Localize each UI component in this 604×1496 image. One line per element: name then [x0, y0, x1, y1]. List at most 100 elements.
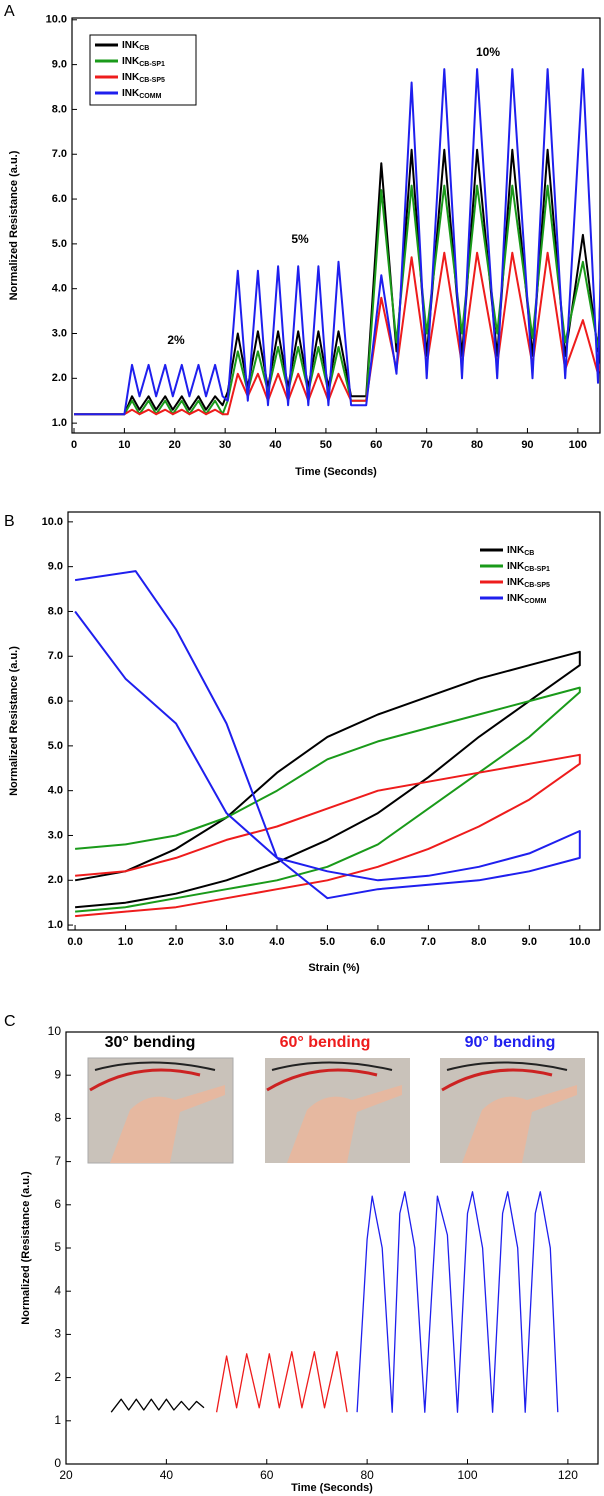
y-tick-label: 10.0	[42, 516, 63, 528]
legend-label: 30° bending	[105, 1034, 196, 1051]
x-tick-label: 30	[219, 439, 231, 451]
panel-letter: C	[4, 1013, 16, 1030]
x-tick-label: 1.0	[118, 936, 133, 948]
legend-name: INK	[507, 545, 525, 556]
x-tick-label: 2.0	[168, 936, 183, 948]
legend-name: INK	[507, 561, 525, 572]
legend-subscript: CB	[524, 550, 534, 557]
x-tick-label: 60	[260, 1468, 274, 1482]
y-tick-label: 8	[54, 1111, 61, 1125]
y-tick-label: 10	[48, 1024, 62, 1038]
x-tick-label: 100	[569, 439, 587, 451]
series-line	[110, 1398, 205, 1413]
y-tick-label: 8.0	[48, 605, 63, 617]
legend-name: INK	[507, 577, 525, 588]
legend-label: INKCOMM	[122, 88, 162, 100]
x-tick-label: 80	[360, 1468, 374, 1482]
series-line	[356, 1191, 559, 1413]
legend-label: INKCB	[507, 545, 534, 557]
y-tick-label: 3.0	[52, 327, 67, 339]
legend-name: INK	[122, 72, 140, 83]
panel-letter: A	[4, 3, 15, 20]
x-axis-title: Time (Seconds)	[295, 466, 377, 478]
y-tick-label: 4	[54, 1283, 61, 1297]
series-line	[74, 148, 600, 416]
x-tick-label: 10.0	[569, 936, 590, 948]
series-line	[74, 570, 581, 900]
y-tick-label: 9	[54, 1067, 61, 1081]
y-tick-label: 1.0	[48, 919, 63, 931]
x-tick-label: 10	[118, 439, 130, 451]
legend-label: INKCB-SP5	[507, 577, 550, 589]
series-line	[74, 184, 600, 416]
y-tick-label: 2.0	[52, 372, 67, 384]
series-group	[110, 1191, 559, 1413]
legend-label: INKCB-SP1	[122, 56, 165, 68]
series-line	[75, 753, 581, 918]
panel-letter: B	[4, 513, 15, 530]
series-group	[74, 68, 600, 416]
annotation: 5%	[291, 232, 309, 246]
y-tick-label: 9.0	[52, 59, 67, 71]
y-tick-label: 10.0	[46, 14, 67, 26]
legend-name: INK	[122, 56, 140, 67]
x-tick-label: 40	[160, 1468, 174, 1482]
panel: A 0 10 20 30 40 50 60 70 80 90 100 1.0 2.0 3.0 4.0 5.0 6.…	[4, 3, 601, 478]
y-tick-label: 1	[54, 1413, 61, 1427]
legend-name: INK	[122, 40, 140, 51]
series-line	[215, 1351, 348, 1413]
x-tick-label: 20	[59, 1468, 73, 1482]
x-tick-label: 5.0	[320, 936, 335, 948]
photo	[87, 1057, 585, 1164]
x-tick-label: 0.0	[67, 936, 82, 948]
x-tick-label: 80	[471, 439, 483, 451]
y-tick-label: 6	[54, 1197, 61, 1211]
x-tick-label: 120	[558, 1468, 578, 1482]
x-axis-title: Strain (%)	[308, 962, 360, 974]
y-tick-label: 5.0	[48, 740, 63, 752]
y-axis-title: Normalized (Resistance (a.u.)	[20, 1171, 32, 1325]
panel: C 20 40 60 80 100 120 0 1 2 3 4 5 6 7 8 9 10 Time (Seconds…	[4, 1013, 599, 1494]
y-tick-label: 7.0	[48, 650, 63, 662]
legend-label: 60° bending	[280, 1034, 371, 1051]
y-tick-label: 6.0	[52, 193, 67, 205]
x-tick-label: 6.0	[370, 936, 385, 948]
x-tick-label: 100	[457, 1468, 477, 1482]
legend-label: INKCB	[122, 40, 149, 52]
legend-subscript: CB-SP5	[139, 77, 165, 84]
y-tick-label: 1.0	[52, 417, 67, 429]
x-tick-label: 50	[320, 439, 332, 451]
legend-subscript: COMM	[524, 598, 546, 605]
x-tick-label: 70	[421, 439, 433, 451]
legend-subscript: CB	[139, 45, 149, 52]
legend-subscript: COMM	[139, 93, 161, 100]
series-line	[74, 68, 600, 416]
series-line	[75, 686, 581, 913]
x-tick-label: 0	[71, 439, 77, 451]
y-tick-label: 7	[54, 1154, 61, 1168]
y-tick-label: 2	[54, 1370, 61, 1384]
y-tick-label: 5.0	[52, 238, 67, 250]
x-tick-label: 20	[169, 439, 181, 451]
y-tick-label: 7.0	[52, 148, 67, 160]
y-tick-label: 3	[54, 1327, 61, 1341]
x-tick-label: 60	[370, 439, 382, 451]
legend-label: INKCB-SP5	[122, 72, 165, 84]
x-tick-label: 3.0	[219, 936, 234, 948]
legend-label: INKCOMM	[507, 593, 547, 605]
panel: B 0.0 1.0 2.0 3.0 4.0 5.0 6.0 7.0 8.0 9.0 10.0 1.0 2.…	[4, 511, 601, 974]
legend-label: 90° bending	[465, 1034, 556, 1051]
y-tick-label: 4.0	[48, 785, 63, 797]
legend-label: INKCB-SP1	[507, 561, 550, 573]
series-line	[74, 650, 581, 909]
y-tick-label: 8.0	[52, 103, 67, 115]
x-tick-label: 40	[269, 439, 281, 451]
legend-name: INK	[507, 593, 525, 604]
legend-subscript: CB-SP1	[524, 566, 550, 573]
y-tick-label: 4.0	[52, 283, 67, 295]
annotation: 2%	[167, 333, 185, 347]
y-tick-label: 0	[54, 1456, 61, 1470]
